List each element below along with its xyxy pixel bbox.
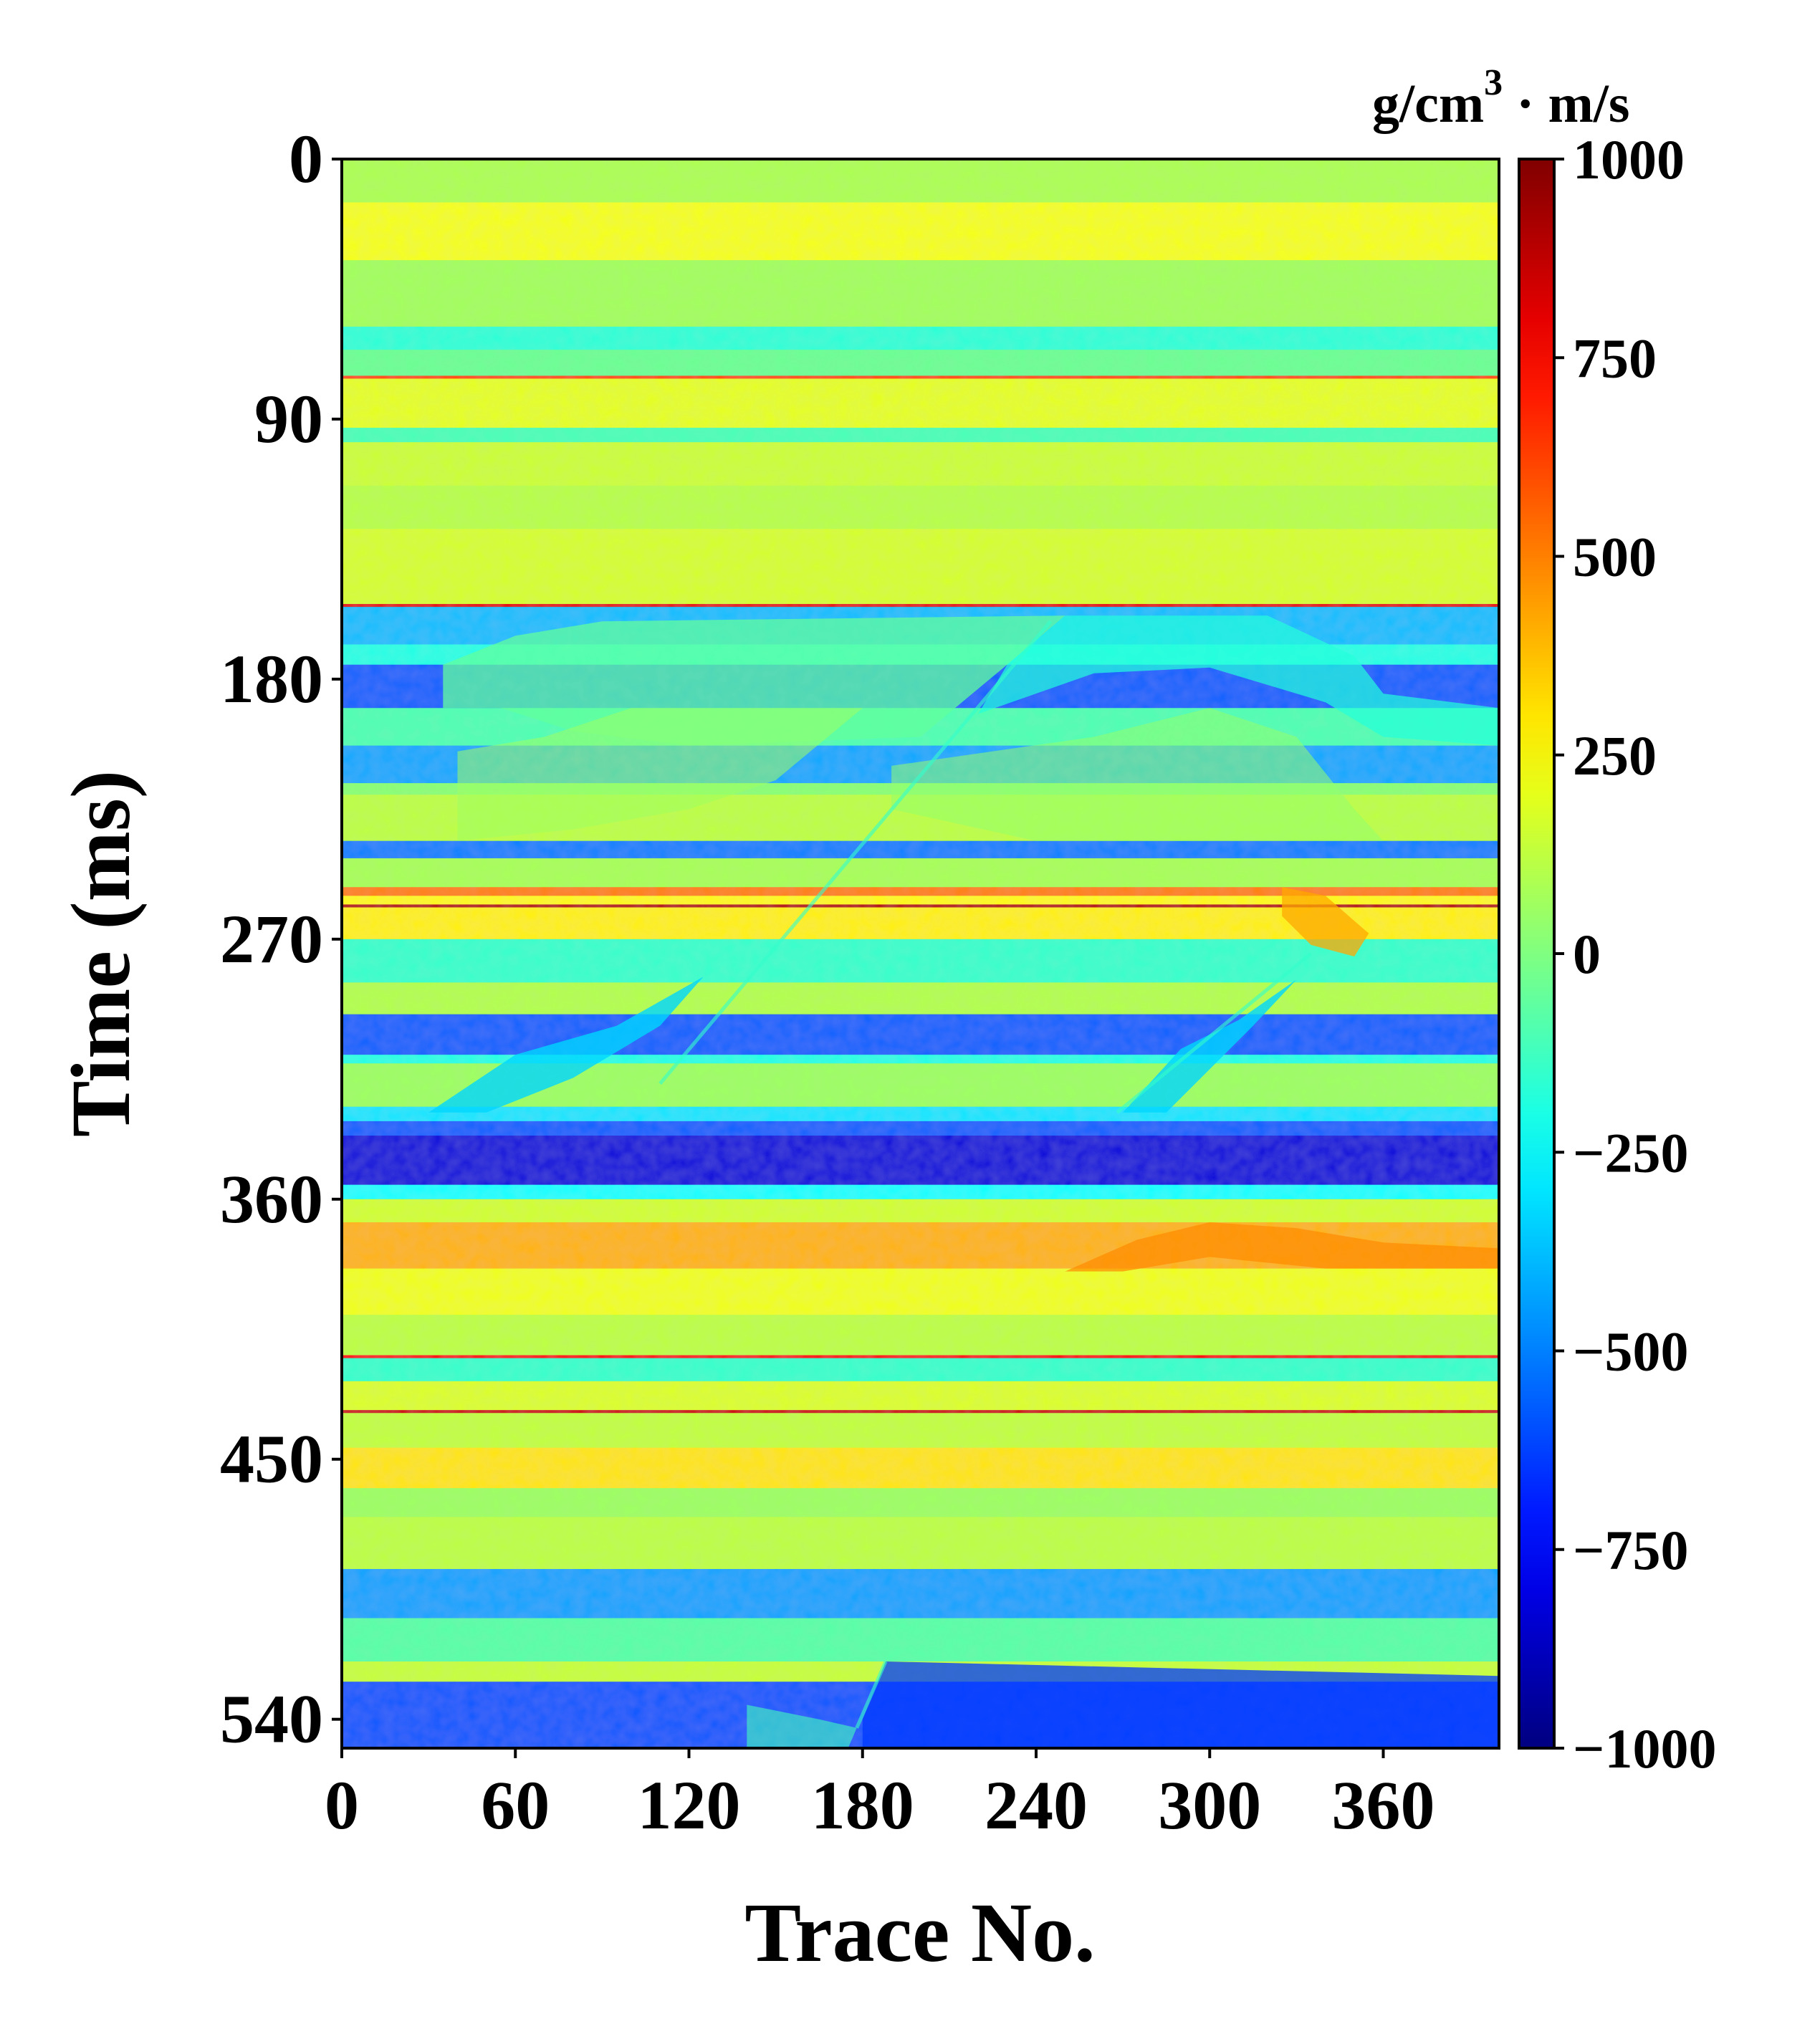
heatmap-layer-23 <box>342 904 1499 908</box>
fold-band-right-mid <box>891 708 1384 841</box>
heatmap-layer-44 <box>342 1488 1499 1517</box>
heatmap-layer-30 <box>342 1106 1499 1122</box>
x-tick-label: 0 <box>325 1767 359 1843</box>
y-tick-label: 450 <box>220 1421 323 1497</box>
y-axis: 0 90 180 270 360 450 540 <box>220 120 342 1757</box>
colorbar-tick-label: 500 <box>1573 526 1657 588</box>
heatmap-layer-8 <box>342 442 1499 486</box>
colorbar-tick-label: −500 <box>1573 1320 1688 1383</box>
plot-frame <box>340 158 1500 1750</box>
heatmap-layer-43 <box>342 1447 1499 1489</box>
y-tick-label: 90 <box>254 380 323 457</box>
heatmap-structure <box>428 615 1499 1748</box>
heatmap-layer-6 <box>342 378 1499 428</box>
y-tick-label: 360 <box>220 1161 323 1237</box>
x-tick-label: 300 <box>1158 1767 1261 1843</box>
colorbar: 1000 750 500 250 0 −250 −500 −750 −1000 g/cm3 · … <box>1372 62 1716 1780</box>
heatmap-layer-2 <box>342 260 1499 327</box>
colorbar-unit-prefix: g/cm <box>1372 74 1484 134</box>
warm-lens-right <box>1282 887 1369 956</box>
y-tick-label: 0 <box>289 120 323 197</box>
colorbar-tick-label: −250 <box>1573 1121 1688 1184</box>
heatmap-layer-32 <box>342 1136 1499 1186</box>
y-tick-label: 180 <box>220 641 323 717</box>
heatmap-layer-27 <box>342 1014 1499 1055</box>
lower-fault-lightwedge <box>747 1704 857 1748</box>
heatmap-layer-34 <box>342 1199 1499 1223</box>
colorbar-fill <box>1519 159 1554 1748</box>
x-tick-label: 60 <box>481 1767 550 1843</box>
heatmap-layer-31 <box>342 1121 1499 1136</box>
fault-wedge-right <box>1123 979 1297 1113</box>
fault-line-right <box>1116 952 1313 1114</box>
colorbar-tick-label: 1000 <box>1573 128 1685 191</box>
fault-line-lower <box>855 1661 888 1729</box>
heatmap-layer-40 <box>342 1381 1499 1411</box>
heatmap-layer-21 <box>342 887 1499 896</box>
lower-fault-block <box>862 1661 1499 1748</box>
heatmap-layer-39 <box>342 1358 1499 1382</box>
heatmap-layer-38 <box>342 1355 1499 1359</box>
fault-wedge-left <box>428 977 704 1113</box>
x-tick-label: 240 <box>985 1767 1088 1843</box>
y-tick-label: 270 <box>220 901 323 977</box>
heatmap-layer-3 <box>342 326 1499 350</box>
heatmap-layer-45 <box>342 1517 1499 1570</box>
heatmap-layer-46 <box>342 1568 1499 1619</box>
heatmap-layer-36 <box>342 1268 1499 1315</box>
fold-band-mid <box>457 708 863 841</box>
x-tick-label: 120 <box>638 1767 741 1843</box>
heatmap-layer-5 <box>342 375 1499 379</box>
heatmap-layer-26 <box>342 982 1499 1015</box>
heatmap-layer-11 <box>342 604 1499 608</box>
colorbar-tick-label: 750 <box>1573 327 1657 389</box>
heatmap-layer-22 <box>342 896 1499 905</box>
heatmap-layer-0 <box>342 159 1499 203</box>
heatmap-layer-41 <box>342 1410 1499 1414</box>
heatmap-layer-33 <box>342 1184 1499 1200</box>
heatmap-layer-7 <box>342 428 1499 443</box>
fold-band-right-upper <box>978 615 1499 746</box>
heatmap-layer-47 <box>342 1618 1499 1662</box>
heatmap-layer-25 <box>342 939 1499 983</box>
colorbar-tick-label: −1000 <box>1573 1717 1716 1780</box>
heatmap-layer-1 <box>342 202 1499 261</box>
x-tick-label: 360 <box>1332 1767 1435 1843</box>
heatmap-image <box>342 159 1499 1748</box>
heatmap-layer-42 <box>342 1413 1499 1449</box>
x-axis: 0 60 120 180 240 300 360 <box>325 1748 1435 1843</box>
colorbar-tick-label: −750 <box>1573 1519 1688 1581</box>
x-axis-label: Trace No. <box>744 1886 1095 1980</box>
colorbar-unit-exponent: 3 <box>1484 62 1503 103</box>
fault-line-main <box>658 620 1053 1085</box>
x-tick-label: 180 <box>811 1767 914 1843</box>
heatmap-layer-37 <box>342 1315 1499 1356</box>
heatmap-layer-10 <box>342 529 1499 605</box>
fold-band-left-upper <box>443 615 1065 746</box>
heatmap-layer-4 <box>342 350 1499 376</box>
heatmap-layer-20 <box>342 858 1499 888</box>
colorbar-ticks: 1000 750 500 250 0 −250 −500 −750 −1000 <box>1554 128 1716 1780</box>
warm-uplift <box>1065 1222 1499 1272</box>
colorbar-unit-label: g/cm3 · m/s <box>1372 62 1630 134</box>
heatmap-layers <box>342 159 1499 1748</box>
colorbar-unit-suffix: · m/s <box>1503 74 1629 134</box>
y-axis-label: Time (ms) <box>54 770 148 1137</box>
heatmap-layer-9 <box>342 485 1499 529</box>
heatmap-layer-19 <box>342 840 1499 859</box>
colorbar-tick-label: 0 <box>1573 923 1601 985</box>
colorbar-tick-label: 250 <box>1573 724 1657 787</box>
y-tick-label: 540 <box>220 1681 323 1757</box>
